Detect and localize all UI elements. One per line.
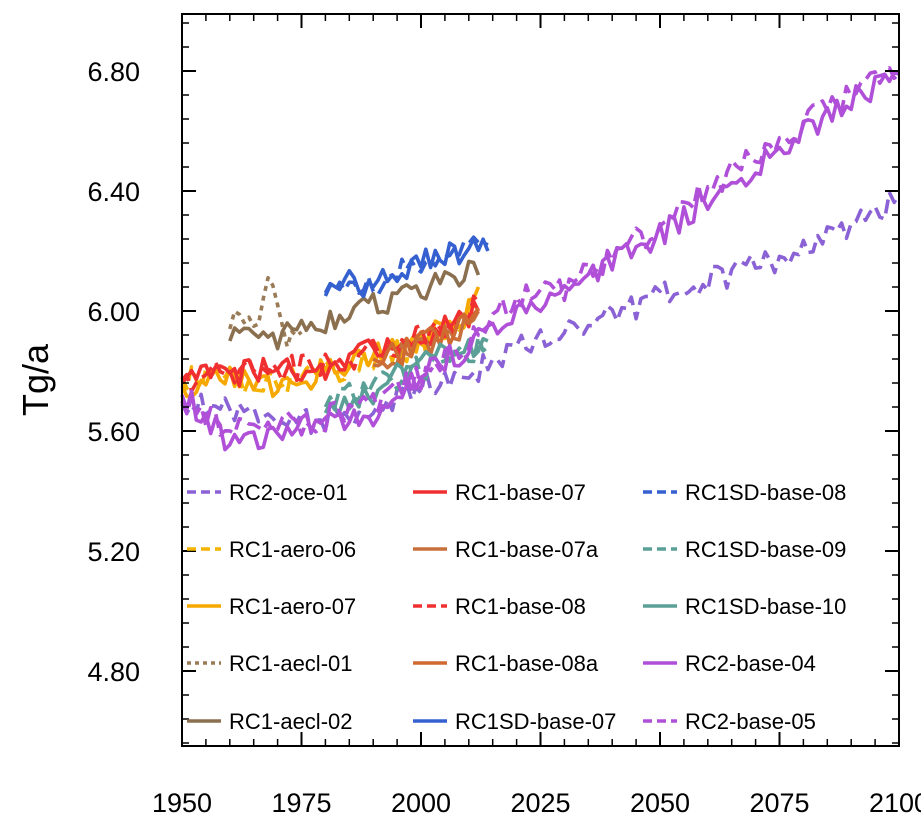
series-line-RC2-oce-01: [180, 190, 901, 435]
x-tick-label: 2000: [391, 788, 451, 818]
y-tick-label: 6.80: [87, 57, 140, 87]
legend-label: RC1-base-07a: [455, 537, 599, 562]
x-tick-label: 1950: [152, 788, 212, 818]
y-tick-label: 5.20: [87, 537, 140, 567]
series-line-RC1SD-base-09: [323, 334, 490, 409]
legend: RC2-oce-01 RC1-aero-06 RC1-aero-07 RC1-aecl…: [187, 480, 846, 734]
legend-label: RC1SD-base-08: [685, 480, 846, 505]
legend-label: RC1-base-08a: [455, 651, 599, 676]
legend-label: RC2-base-04: [685, 651, 816, 676]
ticks-layer: 1950 1975 2000 2025 2050 2075 2100 4.80 5.20 5.60…: [87, 14, 921, 818]
y-axis-title: Tg/a: [15, 343, 56, 416]
series-line-RC1-aecl-01: [228, 276, 303, 349]
series-line-RC2-base-05: [180, 66, 901, 437]
x-tick-label: 2075: [749, 788, 809, 818]
x-tick-label: 2025: [510, 788, 570, 818]
legend-label: RC1SD-base-09: [685, 537, 846, 562]
legend-label: RC1SD-base-10: [685, 594, 846, 619]
legend-label: RC1-aecl-02: [229, 709, 353, 734]
y-tick-label: 6.40: [87, 177, 140, 207]
legend-label: RC1-base-07: [455, 480, 586, 505]
legend-label: RC2-oce-01: [229, 480, 348, 505]
legend-label: RC1-aero-06: [229, 537, 356, 562]
series-line-RC1SD-base-07: [323, 237, 490, 299]
y-tick-label: 5.60: [87, 417, 140, 447]
legend-label: RC1SD-base-07: [455, 709, 616, 734]
series-line-RC1SD-base-08: [323, 235, 489, 297]
series-line-RC1-aecl-02: [228, 259, 481, 351]
series-layer: [180, 66, 901, 452]
legend-label: RC2-base-05: [685, 709, 816, 734]
y-tick-label: 4.80: [87, 657, 140, 687]
x-tick-label: 1975: [271, 788, 331, 818]
y-tick-label: 6.00: [87, 297, 140, 327]
series-line-RC1-base-08a: [372, 306, 480, 368]
series-line-RC1-base-08: [180, 294, 480, 393]
series-line-RC2-base-04: [180, 70, 900, 452]
legend-label: RC1-base-08: [455, 594, 586, 619]
legend-label: RC1-aecl-01: [229, 651, 353, 676]
x-tick-label: 2050: [630, 788, 690, 818]
legend-label: RC1-aero-07: [229, 594, 356, 619]
x-tick-label: 2100: [869, 788, 921, 818]
